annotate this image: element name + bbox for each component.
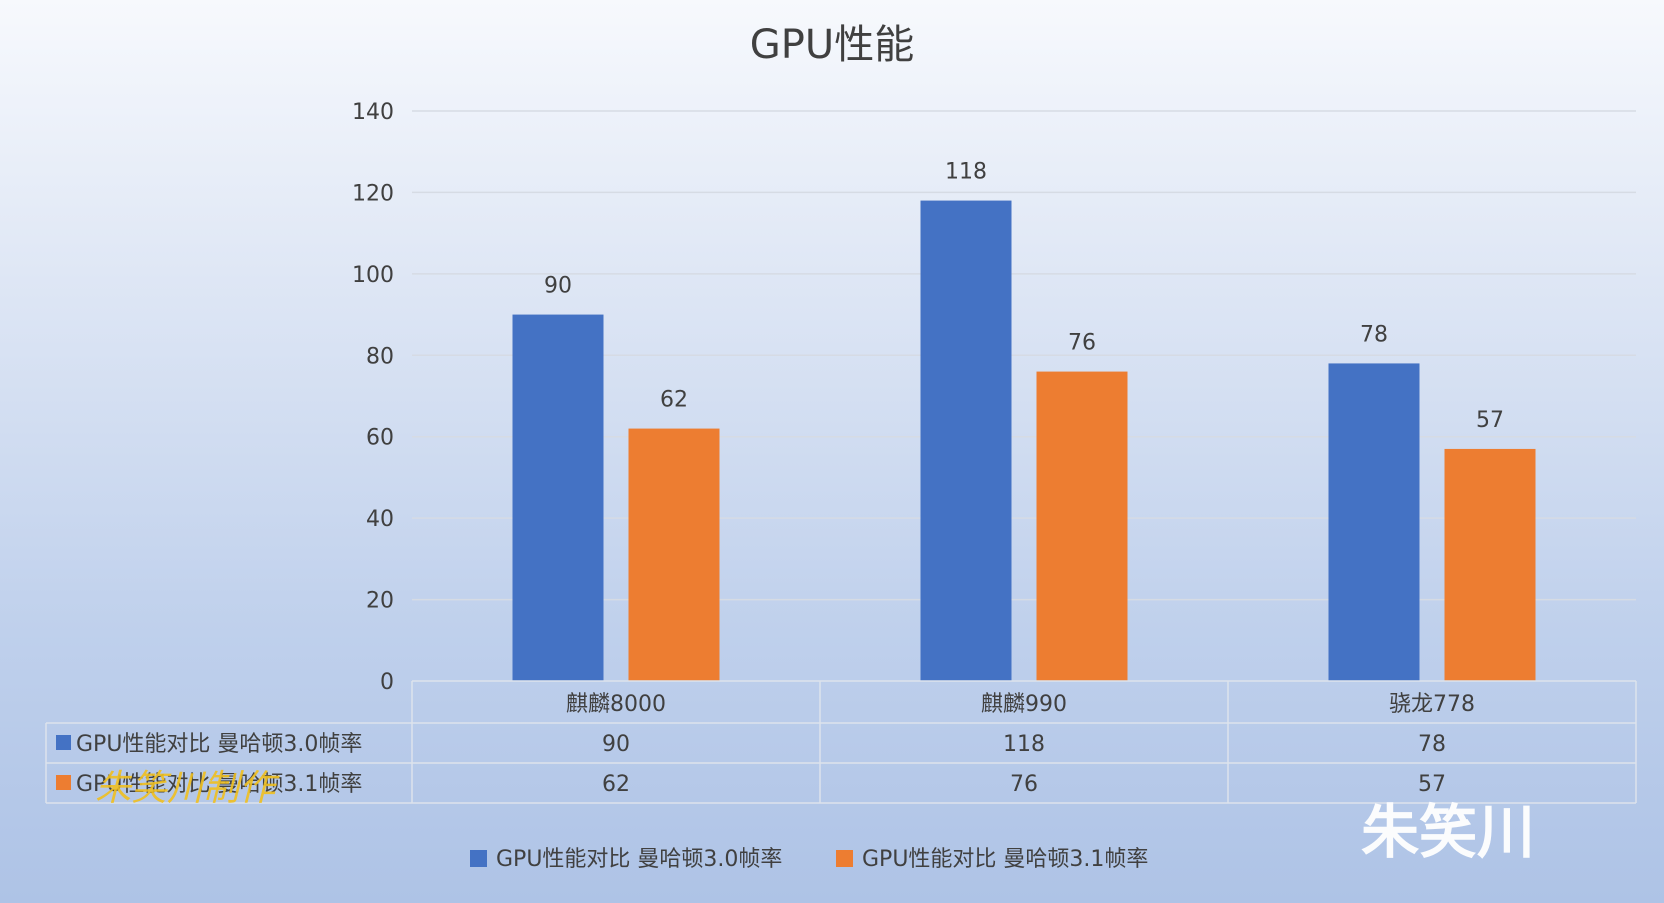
data-label: 90 [544, 274, 572, 299]
y-tick-label: 60 [366, 426, 394, 451]
legend-key [470, 850, 487, 867]
bar-series1 [512, 314, 604, 681]
table-cell-value: 62 [602, 772, 630, 797]
bar-series2 [1036, 371, 1128, 681]
table-legend-key [56, 735, 71, 750]
y-tick-label: 40 [366, 507, 394, 532]
table-cell-value: 76 [1010, 772, 1038, 797]
y-tick-label: 140 [352, 100, 394, 125]
bar-series2 [1444, 448, 1536, 681]
y-tick-label: 100 [352, 263, 394, 288]
table-series-name: GPU性能对比 曼哈顿3.0帧率 [76, 732, 362, 757]
table-cell-value: 118 [1003, 732, 1045, 757]
table-cell-value: 57 [1418, 772, 1446, 797]
table-series-name: GPU性能对比 曼哈顿3.1帧率 [76, 772, 362, 797]
y-tick-label: 0 [380, 670, 394, 695]
data-label: 76 [1068, 331, 1096, 356]
bar-series1 [1328, 363, 1420, 681]
data-label: 118 [945, 160, 987, 185]
legend: GPU性能对比 曼哈顿3.0帧率 GPU性能对比 曼哈顿3.1帧率 [470, 847, 1148, 872]
legend-label: GPU性能对比 曼哈顿3.0帧率 [496, 847, 782, 872]
chart-title: GPU性能 [750, 22, 914, 68]
table-category-header: 麒麟8000 [566, 692, 666, 717]
data-table: 麒麟8000 麒麟990 骁龙778 GPU性能对比 曼哈顿3.0帧率 90 118 78 G… [45, 680, 1637, 804]
legend-label: GPU性能对比 曼哈顿3.1帧率 [862, 847, 1148, 872]
watermark-overlay: 朱笑川制作 [95, 768, 280, 809]
gridlines [412, 110, 1636, 601]
bars [512, 200, 1536, 682]
data-labels: 90 62 118 76 78 57 [544, 160, 1504, 433]
legend-key [836, 850, 853, 867]
table-category-header: 麒麟990 [981, 692, 1067, 717]
table-legend-key [56, 775, 71, 790]
watermark-corner: 朱笑川 [1361, 798, 1535, 866]
data-label: 78 [1360, 322, 1388, 347]
bar-series2 [628, 428, 720, 681]
table-cell-value: 78 [1418, 732, 1446, 757]
bar-series1 [920, 200, 1012, 682]
y-tick-label: 80 [366, 344, 394, 369]
y-axis-ticks: 0 20 40 60 80 100 120 140 [352, 100, 394, 695]
y-tick-label: 20 [366, 589, 394, 614]
table-category-header: 骁龙778 [1389, 692, 1475, 717]
data-label: 62 [660, 388, 688, 413]
y-tick-label: 120 [352, 181, 394, 206]
table-cell-value: 90 [602, 732, 630, 757]
data-label: 57 [1476, 408, 1504, 433]
